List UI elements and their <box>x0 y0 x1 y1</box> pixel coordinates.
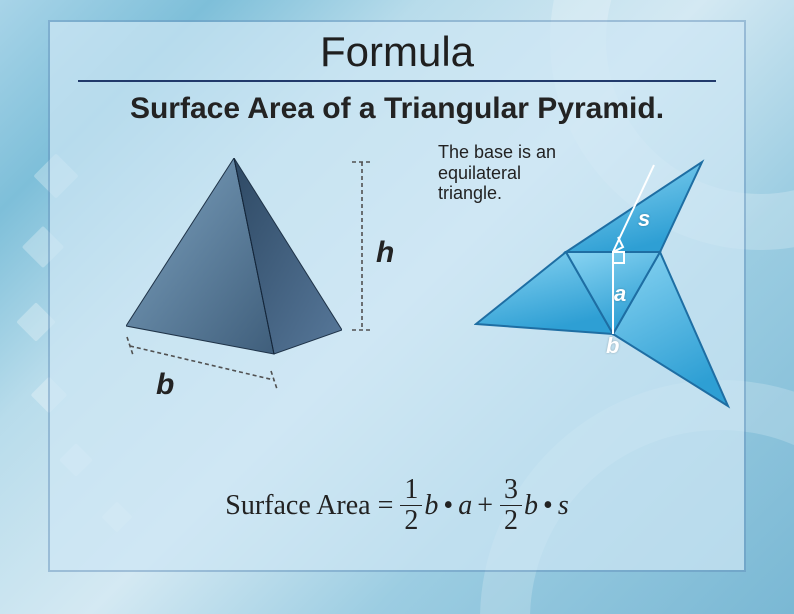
dot-operator-2: • <box>543 490 553 522</box>
apothem-label: a <box>614 281 626 307</box>
page-subtitle: Surface Area of a Triangular Pyramid. <box>50 82 744 126</box>
page-title: Formula <box>50 22 744 76</box>
fraction-one-half: 1 2 <box>400 476 422 535</box>
height-label: h <box>376 236 394 270</box>
equals-sign: = <box>378 490 394 522</box>
net-base-label: b <box>606 333 619 359</box>
variable-s: s <box>558 490 569 522</box>
content-panel: Formula Surface Area of a Triangular Pyr… <box>50 22 744 570</box>
fraction-three-halves: 3 2 <box>500 476 522 535</box>
variable-a: a <box>458 490 472 522</box>
formula-lhs: Surface Area <box>225 490 370 522</box>
dot-operator: • <box>443 490 453 522</box>
surface-area-formula: Surface Area = 1 2 b • a + 3 2 b • s <box>50 476 744 535</box>
variable-b: b <box>424 490 438 522</box>
height-dimension-icon <box>344 156 380 336</box>
pyramid-net-icon <box>474 136 746 432</box>
base-label: b <box>156 368 174 402</box>
variable-b-2: b <box>524 490 538 522</box>
diagram-area: b h The base is an equilateral triangle. <box>50 132 744 432</box>
slant-label: s <box>638 206 650 232</box>
plus-operator: + <box>477 490 493 522</box>
